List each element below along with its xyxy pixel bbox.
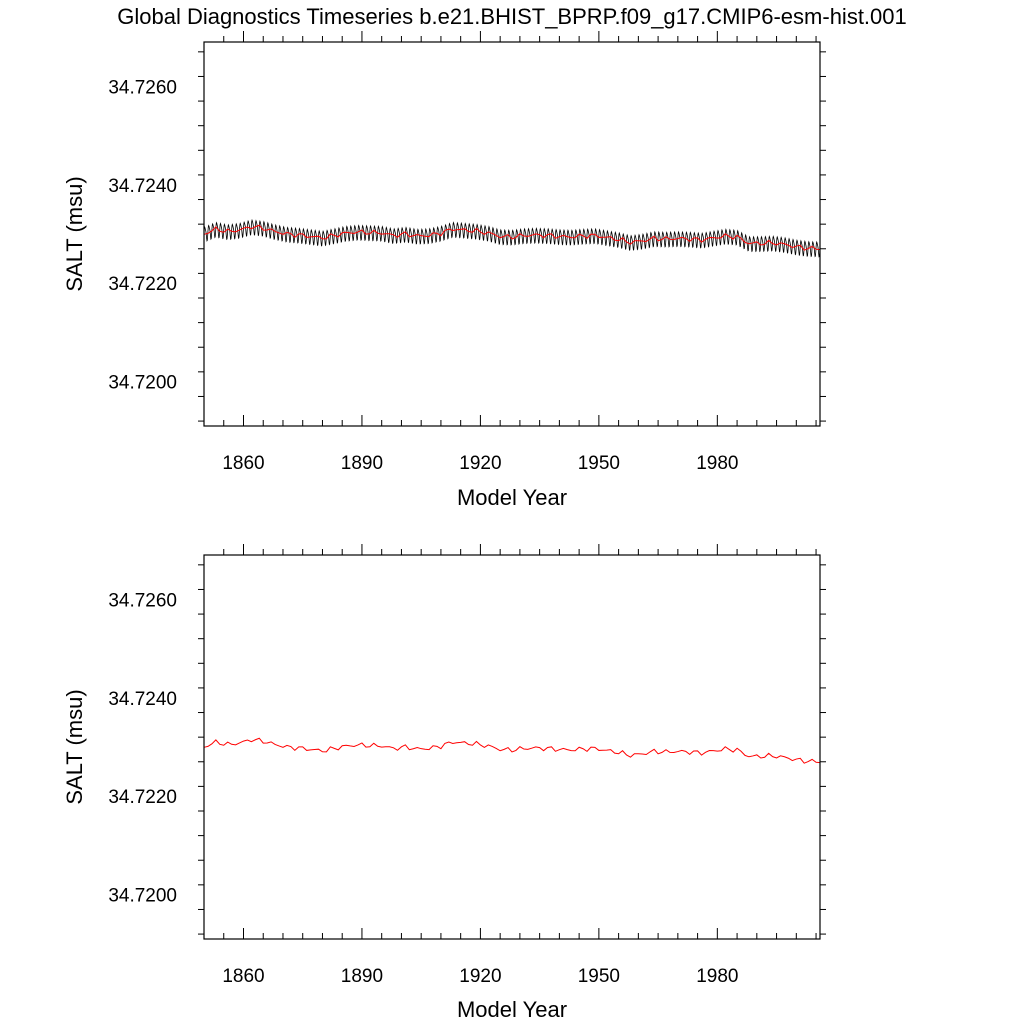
chart-title: Global Diagnostics Timeseries b.e21.BHIS…	[117, 4, 907, 29]
y-tick-label: 34.7200	[108, 373, 177, 394]
y-tick-label: 34.7220	[108, 787, 177, 808]
series-monthly-line	[203, 218, 821, 258]
x-tick-label: 1920	[459, 966, 501, 987]
x-tick-label: 1890	[341, 453, 383, 474]
top-panel: 1860 1890 1920 1950 1980 34.7200 34.7220 34.724…	[62, 31, 826, 510]
bottom-y-axis-label: SALT (msu)	[62, 689, 87, 804]
y-tick-label: 34.7240	[108, 689, 177, 710]
bottom-plot-frame	[203, 554, 821, 940]
x-tick-label: 1950	[578, 453, 620, 474]
top-x-axis-label: Model Year	[457, 485, 567, 510]
x-tick-label: 1950	[578, 966, 620, 987]
x-tick-label: 1980	[696, 453, 738, 474]
x-tick-label: 1860	[222, 453, 264, 474]
x-tick-label: 1920	[459, 453, 501, 474]
series-annual-line	[203, 224, 821, 251]
top-y-axis-label: SALT (msu)	[62, 176, 87, 291]
y-tick-label: 34.7240	[108, 176, 177, 197]
x-tick-label: 1860	[222, 966, 264, 987]
y-tick-label: 34.7220	[108, 274, 177, 295]
y-tick-label: 34.7260	[108, 77, 177, 98]
y-tick-label: 34.7260	[108, 590, 177, 611]
top-plot-frame	[203, 41, 821, 427]
bottom-panel: 1860 1890 1920 1950 1980 34.7200 34.7220 34.724…	[62, 544, 826, 1022]
series-annual-line	[203, 737, 821, 764]
x-tick-label: 1980	[696, 966, 738, 987]
bottom-x-axis-label: Model Year	[457, 997, 567, 1022]
x-tick-label: 1890	[341, 966, 383, 987]
y-tick-label: 34.7200	[108, 886, 177, 907]
